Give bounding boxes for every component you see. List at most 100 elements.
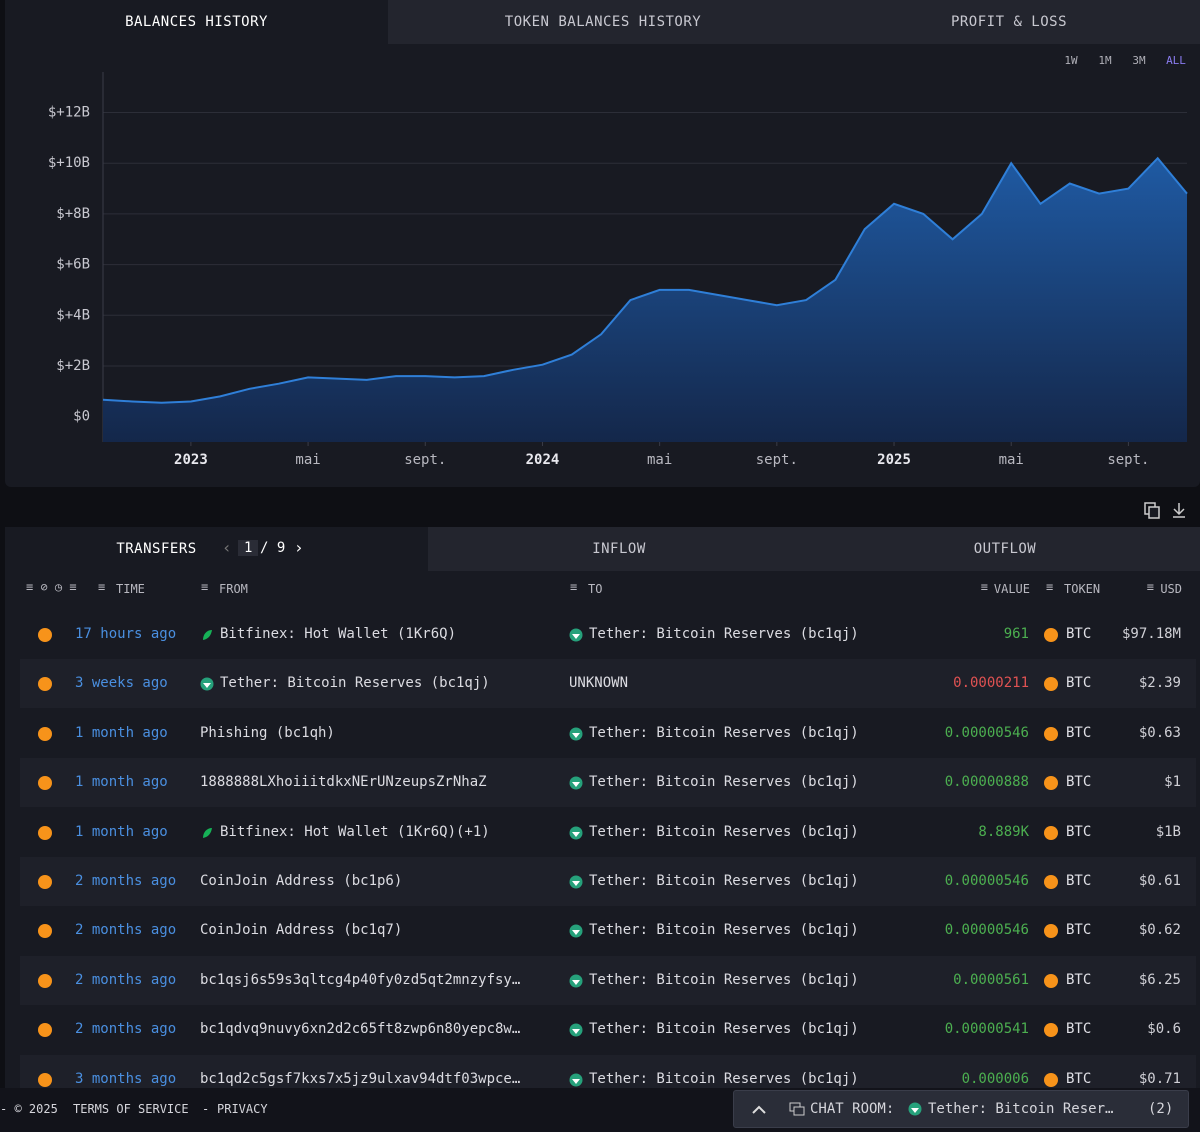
btc-icon (38, 726, 52, 741)
from[interactable]: Bitfinex: Hot Wallet (1Kr6Q)(+1) (220, 823, 490, 840)
token: BTC (1066, 724, 1092, 741)
usd: $0.71 (1138, 1070, 1181, 1087)
icon-bg (1044, 1072, 1058, 1087)
x-tick-label: 2023 (174, 452, 208, 468)
range-button[interactable]: 1W (1064, 54, 1078, 67)
from[interactable]: CoinJoin Address (bc1p6) (200, 873, 403, 889)
value: 961 (1003, 626, 1029, 642)
filter-icon: ≡ (980, 580, 988, 594)
terms-link[interactable]: TERMS OF SERVICE (73, 1102, 189, 1116)
token-icon (1044, 628, 1058, 642)
value: 0.00000546 (944, 873, 1029, 889)
tether-icon (200, 677, 214, 691)
transfer-row[interactable]: 2 months ago CoinJoin Address (bc1q7) Teth… (20, 906, 1196, 955)
to[interactable]: Tether: Bitcoin Reserves (bc1qj) (589, 971, 859, 988)
range-button[interactable]: 3M (1132, 54, 1146, 67)
to[interactable]: UNKNOWN (569, 675, 629, 692)
transfer-row[interactable]: 2 months ago CoinJoin Address (bc1p6) Teth… (20, 857, 1196, 906)
token-icon (1044, 726, 1058, 741)
transfer-row[interactable]: 1 month ago Bitfinex: Hot Wallet (1Kr6Q)(… (20, 808, 1196, 857)
tab[interactable]: TOKEN BALANCES HISTORY (388, 0, 818, 44)
column-header[interactable]: TOKEN (1064, 582, 1101, 596)
transfer-row[interactable]: 17 hours ago Bitfinex: Hot Wallet (1Kr6Q)… (20, 610, 1196, 659)
to[interactable]: Tether: Bitcoin Reserves (bc1qj) (589, 873, 859, 889)
token: BTC (1066, 774, 1092, 791)
icon-bg (1044, 924, 1058, 939)
from[interactable]: bc1qdvq9nuvy6xn2d2c65ft8zwp6n80yepc8w… (200, 1021, 521, 1038)
separator: - (202, 1102, 210, 1116)
bitfinex-icon (203, 630, 212, 640)
tether-icon (569, 974, 583, 988)
usd: $97.18M (1121, 626, 1181, 642)
chart: $0 $+2B $+4B $+6B $+8B $+10B $+12B 2023 mai sept.… (48, 72, 1188, 468)
from[interactable]: CoinJoin Address (bc1q7) (200, 922, 403, 939)
icon-bg (38, 973, 52, 988)
from[interactable]: bc1qsj6s59s3qltcg4p40fy0zd5qt2mnzyfsy… (200, 971, 521, 988)
chart-tools[interactable] (1140, 500, 1190, 522)
y-tick-label: $+4B (56, 307, 90, 323)
token: BTC (1066, 873, 1092, 889)
chat-box[interactable]: CHAT ROOM: Tether: Bitcoin Reser… (2) (733, 1090, 1189, 1128)
token: BTC (1066, 922, 1092, 939)
usd: $1B (1155, 823, 1181, 840)
icon-glyph (572, 930, 580, 936)
token-icon (1044, 1023, 1058, 1038)
column-header[interactable]: FROM (219, 582, 248, 596)
range-button[interactable]: ALL (1166, 54, 1186, 67)
prev-page[interactable]: ‹ (222, 538, 232, 557)
tether-icon (569, 776, 583, 790)
to[interactable]: Tether: Bitcoin Reserves (bc1qj) (589, 922, 859, 939)
icon-bg (1044, 628, 1058, 642)
from[interactable]: 1888888LXhoiiitdkxNErUNzeupsZrNhaZ (200, 774, 487, 791)
transfer-row[interactable]: 1 month ago 1888888LXhoiiitdkxNErUNzeupsZ… (20, 758, 1196, 808)
to[interactable]: Tether: Bitcoin Reserves (bc1qj) (589, 823, 859, 840)
page-number: 1 (238, 540, 259, 556)
from[interactable]: bc1qd2c5gsf7kxs7x5jz9ulxav94dtf03wpce… (200, 1070, 521, 1087)
btc-icon (38, 825, 52, 840)
token: BTC (1066, 1070, 1092, 1087)
to[interactable]: Tether: Bitcoin Reserves (bc1qj) (589, 774, 859, 791)
area-line (102, 156, 1188, 404)
to[interactable]: Tether: Bitcoin Reserves (bc1qj) (589, 626, 859, 642)
column-header[interactable]: TO (588, 582, 603, 596)
time: 3 weeks ago (75, 675, 168, 692)
privacy-link[interactable]: PRIVACY (217, 1102, 268, 1116)
tab[interactable]: TRANSFERS (5, 527, 428, 571)
tab[interactable]: OUTFLOW (810, 527, 1200, 571)
transfer-row[interactable]: 2 months ago bc1qsj6s59s3qltcg4p40fy0zd5q… (20, 955, 1196, 1005)
icon-bg (38, 677, 52, 692)
from[interactable]: Bitfinex: Hot Wallet (1Kr6Q) (220, 626, 457, 642)
column-header[interactable]: TIME (116, 582, 145, 596)
column-header[interactable]: VALUE (993, 582, 1030, 596)
column-header[interactable]: USD (1160, 582, 1182, 596)
next-page[interactable]: › (294, 538, 304, 557)
tab[interactable]: INFLOW (428, 527, 810, 571)
to[interactable]: Tether: Bitcoin Reserves (bc1qj) (589, 724, 859, 741)
tab[interactable]: PROFIT & LOSS (818, 0, 1200, 44)
tab[interactable]: BALANCES HISTORY (5, 0, 388, 44)
from[interactable]: Phishing (bc1qh) (200, 724, 335, 741)
icon-glyph (572, 1078, 580, 1084)
icon-bg (1044, 726, 1058, 741)
btc-icon (38, 776, 52, 791)
usd: $0.6 (1147, 1021, 1181, 1038)
time: 2 months ago (75, 1021, 177, 1038)
transfer-row[interactable]: 3 weeks ago Tether: Bitcoin Reserves (bc1… (20, 659, 1196, 709)
from[interactable]: Tether: Bitcoin Reserves (bc1qj) (220, 675, 490, 692)
icon-bg (1044, 973, 1058, 988)
value: 0.00000541 (944, 1021, 1029, 1038)
icon-glyph (572, 732, 580, 738)
to[interactable]: Tether: Bitcoin Reserves (bc1qj) (589, 1070, 859, 1087)
tether-icon (569, 826, 583, 840)
btc-icon (38, 1072, 52, 1087)
usd: $6.25 (1138, 971, 1181, 988)
token: BTC (1066, 675, 1092, 692)
icon-glyph (203, 683, 211, 689)
transfer-row[interactable]: 2 months ago bc1qdvq9nuvy6xn2d2c65ft8zwp6… (20, 1005, 1196, 1054)
transfer-row[interactable]: 1 month ago Phishing (bc1qh) Tether: Bitco… (20, 709, 1196, 758)
range-button[interactable]: 1M (1098, 54, 1112, 67)
token-icon (1044, 825, 1058, 840)
to[interactable]: Tether: Bitcoin Reserves (bc1qj) (589, 1021, 859, 1038)
btc-icon (38, 924, 52, 939)
icon-glyph (572, 1029, 580, 1035)
